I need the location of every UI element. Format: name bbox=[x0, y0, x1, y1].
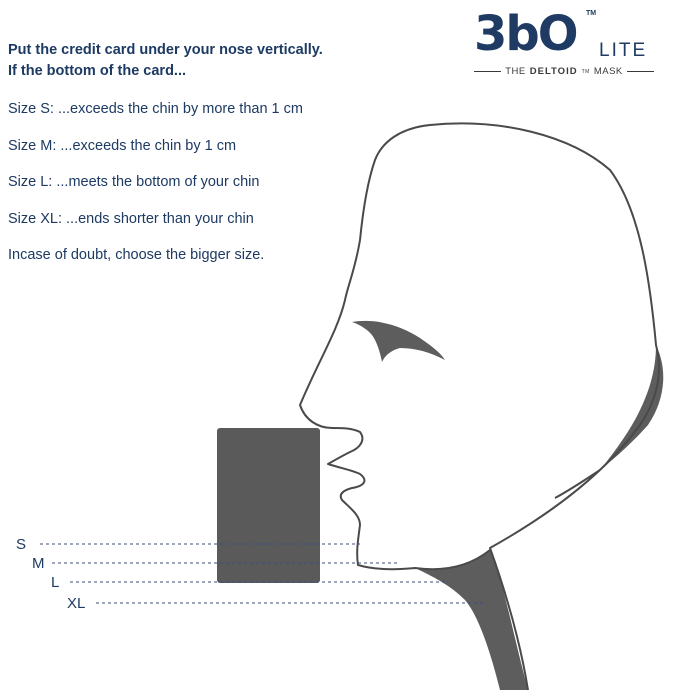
size-s-description: Size S: ...exceeds the chin by more than… bbox=[8, 101, 303, 117]
tagline-prefix: THE bbox=[505, 66, 526, 77]
size-xl-description: Size XL: ...ends shorter than your chin bbox=[8, 210, 254, 227]
tagline-rule-right bbox=[626, 70, 654, 73]
tagline-suffix: MASK bbox=[593, 66, 623, 77]
tagline-brand: DELTOID bbox=[529, 66, 578, 77]
size-xl-label: XL bbox=[67, 595, 85, 612]
sizing-instructions: Put the credit card under your nose vert… bbox=[8, 40, 408, 282]
head-outline bbox=[299, 122, 660, 691]
doubt-advice: Incase of doubt, choose the bigger size. bbox=[8, 247, 265, 263]
neck-shadow bbox=[415, 550, 528, 690]
ear-line bbox=[554, 469, 601, 499]
intro-line-2: If the bottom of the card... bbox=[8, 63, 187, 79]
size-l-description: Size L: ...meets the bottom of your chin bbox=[8, 174, 260, 190]
logo-tagline: THE DELTOID TM MASK bbox=[474, 66, 654, 77]
brand-logo: 3bO TM LITE THE DELTOID TM MASK bbox=[474, 8, 664, 84]
eye bbox=[352, 320, 445, 362]
logo-trademark: TM bbox=[586, 10, 597, 17]
credit-card bbox=[217, 428, 320, 583]
size-m-label: M bbox=[32, 555, 45, 572]
size-m-description: Size M: ...exceeds the chin by 1 cm bbox=[8, 137, 237, 154]
size-s-label: S bbox=[16, 536, 26, 553]
intro-line-1: Put the credit card under your nose vert… bbox=[8, 42, 323, 58]
tagline-rule-left bbox=[474, 70, 502, 73]
logo-lite-label: LITE bbox=[599, 40, 648, 61]
tagline-trademark: TM bbox=[581, 68, 590, 75]
logo-mark: 3bO bbox=[474, 6, 579, 62]
intro-text: Put the credit card under your nose vert… bbox=[8, 40, 408, 82]
size-l-label: L bbox=[51, 574, 59, 591]
back-head-shadow bbox=[600, 345, 664, 470]
